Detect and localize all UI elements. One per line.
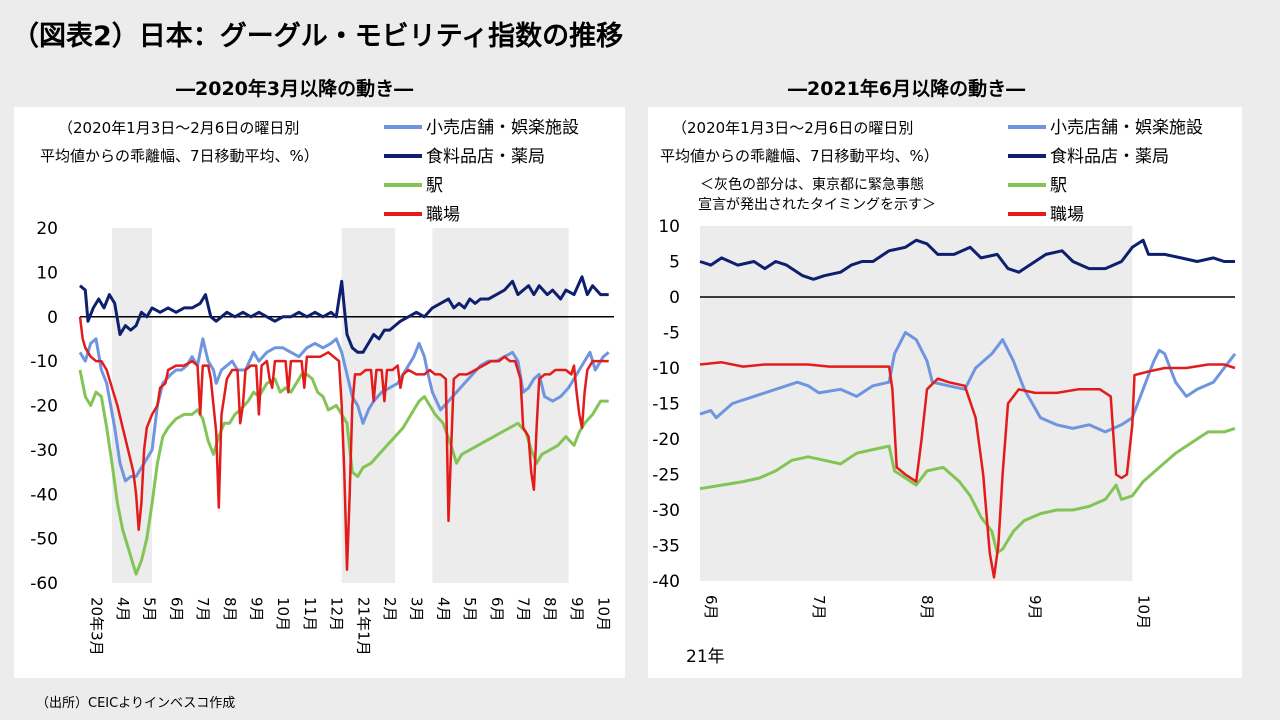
chart-note2-line: ＜灰色の部分は、東京都に緊急事態 — [700, 176, 924, 193]
y-tick-label: -35 — [652, 537, 680, 557]
y-tick-label: -30 — [652, 501, 680, 521]
x-tick-label: 7月 — [810, 595, 828, 620]
series-line-0 — [78, 337, 610, 483]
y-tick-label: -50 — [30, 530, 58, 550]
chart-note-line: （2020年1月3日～2月6日の曜日別 — [672, 119, 913, 137]
chart-note2-line: 宣言が発出されたタイミングを示す＞ — [698, 197, 936, 213]
legend-label-3: 職場 — [426, 205, 460, 225]
x-tick-label: 21年1月 — [354, 597, 372, 656]
chart-subtitle-right: ―2021年6月以降の動き― — [788, 78, 1026, 100]
shaded-period-1 — [341, 228, 396, 583]
x-tick-label: 5月 — [141, 597, 159, 622]
x-tick-label: 3月 — [408, 597, 426, 622]
y-tick-label: -30 — [30, 441, 58, 461]
source-note: （出所）CEICよりインベスコ作成 — [36, 696, 236, 711]
chart-subtitle-left: ―2020年3月以降の動き― — [176, 78, 414, 100]
x-tick-label: 10月 — [595, 597, 613, 631]
series-line-1 — [699, 238, 1235, 281]
page-title: （図表2）日本：グーグル・モビリティ指数の推移 — [12, 21, 624, 52]
y-tick-label: -20 — [30, 397, 58, 417]
x-tick-label: 7月 — [515, 597, 533, 622]
chart-note-line: 平均値からの乖離幅、7日移動平均、%） — [660, 147, 939, 165]
y-tick-label: -60 — [30, 574, 58, 594]
x-tick-label: 6月 — [488, 597, 506, 622]
legend-label-0: 小売店舗・娯楽施設 — [1050, 118, 1203, 138]
y-tick-label: 5 — [669, 253, 680, 273]
y-tick-label: 10 — [658, 217, 680, 237]
year-label: 21年 — [686, 647, 725, 667]
shaded-period-2 — [432, 228, 569, 583]
chart-right: 10 5 0 -5 -10 -15 -20 -25 -30 -35 -40 6月 7月 8月 9月 10月 小売… — [652, 118, 1237, 667]
chart-panel-right: 10 5 0 -5 -10 -15 -20 -25 -30 -35 -40 6月 7月 8月 9月 10月 小売… — [648, 107, 1242, 678]
x-tick-label: 20年3月 — [87, 597, 105, 656]
chart-panel-left: 20 10 0 -10 -20 -30 -40 -50 -60 20年3月 4月 5月 6月 7月 8月 9月… — [14, 107, 625, 678]
x-tick-label: 9月 — [568, 597, 586, 622]
x-tick-label: 11月 — [301, 597, 319, 631]
series-line-2 — [78, 369, 609, 576]
x-tick-label: 9月 — [248, 597, 266, 622]
chart-note-line: （2020年1月3日～2月6日の曜日別 — [58, 119, 299, 137]
x-tick-label: 10月 — [1134, 595, 1152, 629]
series-line-3 — [699, 361, 1236, 579]
series-line-1 — [79, 275, 609, 354]
shaded-period-0 — [700, 226, 1133, 581]
x-tick-label: 10月 — [274, 597, 292, 631]
y-tick-label: 20 — [36, 219, 58, 239]
legend-label-2: 駅 — [426, 176, 443, 196]
shaded-period-0 — [112, 228, 153, 583]
legend-label-3: 職場 — [1050, 205, 1084, 225]
series-line-0 — [699, 331, 1237, 434]
x-tick-label: 9月 — [1026, 595, 1044, 620]
x-tick-label: 2月 — [381, 597, 399, 622]
legend-label-1: 食料品店・薬局 — [426, 147, 545, 167]
y-tick-label: 0 — [47, 308, 58, 328]
x-tick-label: 8月 — [221, 597, 239, 622]
x-tick-label: 7月 — [194, 597, 212, 622]
y-tick-label: -25 — [652, 466, 680, 486]
series-line-3 — [78, 316, 609, 571]
x-tick-label: 4月 — [434, 597, 452, 622]
x-tick-label: 6月 — [702, 595, 720, 620]
y-tick-label: -40 — [652, 572, 680, 592]
y-tick-label: -20 — [652, 430, 680, 450]
chart-left: 20 10 0 -10 -20 -30 -40 -50 -60 20年3月 4月 5月 6月 7月 8月 9月… — [30, 118, 614, 656]
legend-label-1: 食料品店・薬局 — [1050, 147, 1169, 167]
x-tick-label: 12月 — [328, 597, 346, 631]
y-tick-label: 0 — [669, 288, 680, 308]
chart-note-line: 平均値からの乖離幅、7日移動平均、%） — [40, 147, 319, 165]
legend-label-2: 駅 — [1050, 176, 1067, 196]
x-tick-label: 6月 — [167, 597, 185, 622]
legend-label-0: 小売店舗・娯楽施設 — [426, 118, 579, 138]
y-tick-label: -10 — [30, 352, 58, 372]
x-tick-label: 8月 — [541, 597, 559, 622]
y-tick-label: 10 — [36, 263, 58, 283]
x-tick-label: 8月 — [918, 595, 936, 620]
y-tick-label: -40 — [30, 485, 58, 505]
x-tick-label: 4月 — [114, 597, 132, 622]
x-tick-label: 5月 — [461, 597, 479, 622]
y-tick-label: -5 — [663, 324, 680, 344]
y-tick-label: -10 — [652, 359, 680, 379]
y-tick-label: -15 — [652, 395, 680, 415]
